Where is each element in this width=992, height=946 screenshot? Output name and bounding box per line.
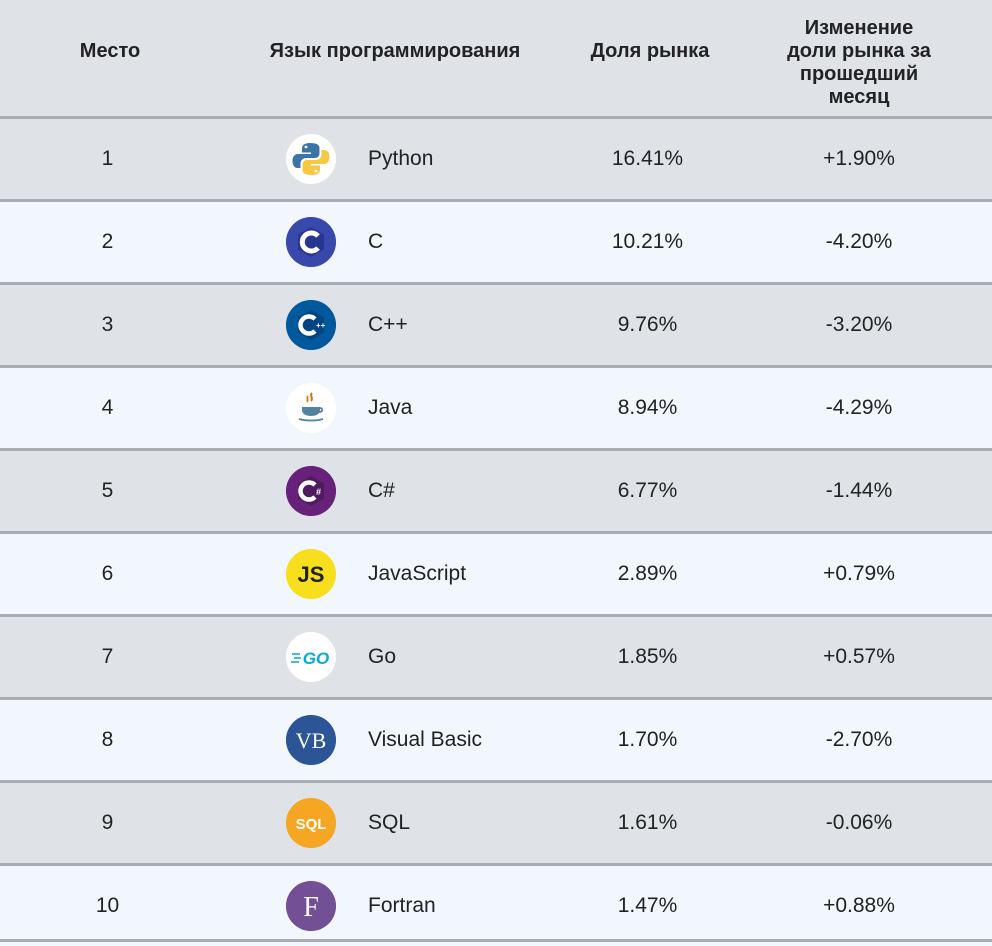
market-share-cell: 1.61% — [617, 811, 678, 834]
header-rank: Место — [79, 40, 141, 62]
table-row: 7 GO Go 1.85% +0.57% — [0, 614, 992, 697]
share-change-cell: +0.57% — [823, 645, 895, 668]
table-row: 6 JS JavaScript 2.89% +0.79% — [0, 531, 992, 614]
market-share-cell: 1.85% — [617, 645, 678, 668]
svg-text:#: # — [316, 487, 321, 497]
go-glyph: GO — [303, 649, 329, 668]
share-change-cell: -2.70% — [825, 728, 893, 751]
vb-glyph: VB — [296, 728, 327, 753]
table-row: 8 VB Visual Basic 1.70% -2.70% — [0, 697, 992, 780]
csharp-logo-icon: # — [286, 466, 336, 516]
table-row: 1 Python 16.41% +1.90% — [0, 116, 992, 199]
language-name: JavaScript — [368, 562, 467, 585]
c-logo-icon — [286, 217, 336, 267]
language-name: SQL — [368, 811, 411, 834]
language-name: C++ — [368, 313, 408, 336]
js-glyph: JS — [298, 562, 325, 587]
fortran-logo-icon: F — [286, 881, 336, 931]
language-name: C — [368, 230, 384, 253]
share-change-cell: +0.79% — [823, 562, 895, 585]
share-change-cell: -4.29% — [825, 396, 893, 419]
share-change-cell: -4.20% — [825, 230, 893, 253]
language-name: Python — [368, 147, 434, 170]
table-row: 5 # C# 6.77% -1.44% — [0, 448, 992, 531]
share-change-cell: -1.44% — [825, 479, 893, 502]
rank-cell: 1 — [101, 147, 114, 170]
table-row: 2 C 10.21% -4.20% — [0, 199, 992, 282]
rank-cell: 6 — [101, 562, 114, 585]
market-share-cell: 1.70% — [617, 728, 678, 751]
share-change-cell: +0.88% — [823, 894, 895, 917]
market-share-cell: 6.77% — [617, 479, 678, 502]
table-row: 10 F Fortran 1.47% +0.88% — [0, 863, 992, 946]
language-name: Visual Basic — [368, 728, 483, 751]
rank-cell: 7 — [101, 645, 114, 668]
cpp-logo-icon: ++ — [286, 300, 336, 350]
header-market-share: Доля рынка — [590, 40, 710, 62]
table-row: 3 ++ C++ 9.76% -3.20% — [0, 282, 992, 365]
share-change-cell: +1.90% — [823, 147, 895, 170]
header-share-change-line: месяц — [828, 86, 890, 108]
language-name: Go — [368, 645, 397, 668]
header-share-change-line: прошедший — [799, 63, 919, 85]
table-row: 4 Java 8.94% -4.29% — [0, 365, 992, 448]
market-share-cell: 16.41% — [611, 147, 684, 170]
language-name: Java — [368, 396, 413, 419]
table-row: 9 SQL SQL 1.61% -0.06% — [0, 780, 992, 863]
market-share-cell: 9.76% — [617, 313, 678, 336]
visual-basic-logo-icon: VB — [286, 715, 336, 765]
market-share-cell: 1.47% — [617, 894, 678, 917]
table-header: Место Язык программирования Доля рынка И… — [0, 0, 992, 116]
share-change-cell: -0.06% — [825, 811, 893, 834]
sql-logo-icon: SQL — [286, 798, 336, 848]
rank-cell: 3 — [101, 313, 114, 336]
javascript-logo-icon: JS — [286, 549, 336, 599]
go-logo-icon: GO — [286, 632, 336, 682]
rank-cell: 10 — [95, 894, 120, 917]
svg-text:++: ++ — [316, 321, 326, 330]
market-share-cell: 2.89% — [617, 562, 678, 585]
market-share-cell: 8.94% — [617, 396, 678, 419]
market-share-cell: 10.21% — [611, 230, 684, 253]
table-bottom-divider — [0, 939, 992, 942]
java-logo-icon — [286, 383, 336, 433]
sql-glyph: SQL — [296, 816, 327, 833]
header-share-change-line: Изменение — [804, 17, 914, 39]
share-change-cell: -3.20% — [825, 313, 893, 336]
rank-cell: 9 — [101, 811, 114, 834]
header-share-change-line: доли рынка за — [787, 40, 931, 62]
table-body: 1 Python 16.41% +1.90% 2 — [0, 116, 992, 946]
python-logo-icon — [286, 134, 336, 184]
header-share-change: Изменение доли рынка за прошедший месяц — [770, 17, 948, 109]
rank-cell: 4 — [101, 396, 114, 419]
rank-cell: 8 — [101, 728, 114, 751]
rank-cell: 2 — [101, 230, 114, 253]
rank-cell: 5 — [101, 479, 114, 502]
language-name: C# — [368, 479, 395, 502]
header-language: Язык программирования — [269, 40, 521, 62]
language-name: Fortran — [368, 894, 436, 917]
fortran-glyph: F — [303, 892, 319, 923]
